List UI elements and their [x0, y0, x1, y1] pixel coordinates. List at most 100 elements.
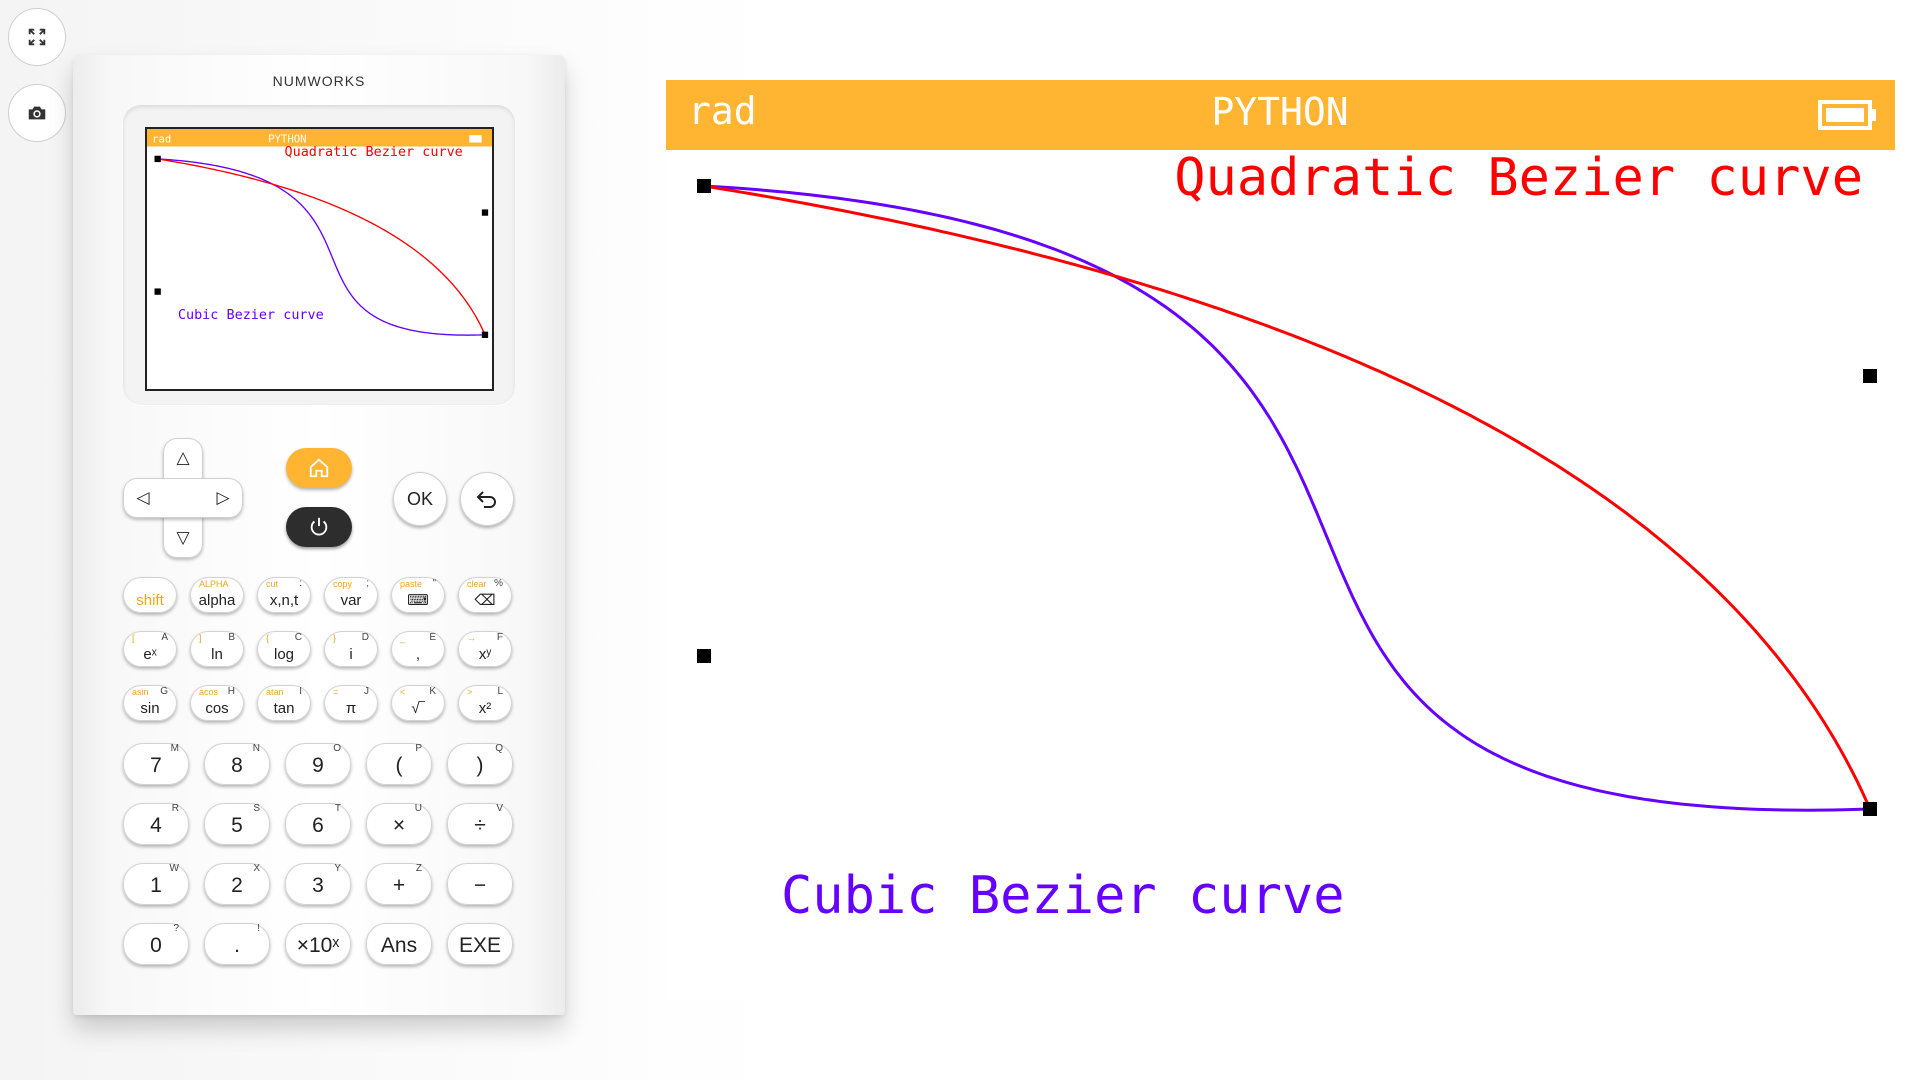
key-num-18[interactable]: Ans [366, 923, 432, 965]
key-fn-5[interactable]: clear% ⌫ [458, 577, 512, 613]
key-label: − [473, 874, 487, 897]
key-alpha-label: ? [173, 923, 179, 934]
key-second-label: asin [132, 687, 149, 697]
key-alpha-label: W [169, 863, 179, 874]
key-shift[interactable]: shift [123, 577, 177, 613]
key-label: ⌨ [407, 592, 429, 609]
arrow-right-button[interactable]: ▷ [216, 488, 230, 508]
key-second-label: paste [400, 579, 423, 589]
key-second-label: ] [199, 633, 202, 643]
fullscreen-button[interactable] [8, 8, 66, 66]
key-alpha-label: Z [415, 863, 422, 874]
calculator-body: NUMWORKS rad PYTHON Quadratic Bezier cur… [73, 55, 565, 1015]
key-num-4[interactable]: Q) [447, 743, 513, 785]
key-num-17[interactable]: ×10ˣ [285, 923, 351, 965]
control-point [697, 649, 711, 663]
power-button[interactable] [286, 507, 352, 547]
control-point [1863, 802, 1877, 816]
back-button[interactable] [460, 472, 514, 526]
key-alpha-label: I [299, 686, 302, 697]
key-alpha-label: D [361, 632, 369, 643]
key-alpha-label: C [294, 632, 302, 643]
key-num-9[interactable]: V ÷ [447, 803, 513, 845]
key-num-14[interactable]: − [447, 863, 513, 905]
key-num-19[interactable]: EXE [447, 923, 513, 965]
mini-status-left: rad [152, 133, 171, 146]
key-fn-3[interactable]: copy; var [324, 577, 378, 613]
key-label: xʸ [478, 646, 492, 663]
key-label: 9 [312, 754, 324, 777]
ok-button[interactable]: OK [393, 472, 447, 526]
key-alpha-label: O [333, 743, 341, 754]
arrow-down-button[interactable]: ▽ [176, 528, 190, 548]
mini-battery-icon [469, 135, 482, 143]
key-alpha-label: K [429, 686, 436, 697]
control-point [481, 209, 489, 216]
key-second-label: acos [199, 687, 219, 697]
camera-icon [28, 106, 46, 120]
key-fn-16[interactable]: < K √‾ [391, 685, 445, 721]
back-arrow-icon [476, 491, 496, 508]
key-second-label: atan [266, 687, 284, 697]
key-num-13[interactable]: Z + [366, 863, 432, 905]
key-num-8[interactable]: U × [366, 803, 432, 845]
key-second-label: = [333, 687, 339, 697]
key-num-16[interactable]: !. [204, 923, 270, 965]
key-fn-2[interactable]: cut: x,n,t [257, 577, 311, 613]
dpad: △ ▽ ◁ ▷ [123, 438, 243, 558]
key-second-label: < [400, 687, 406, 697]
screenshot-button[interactable] [8, 84, 66, 142]
key-label: ( [395, 754, 403, 777]
key-alpha-label: J [364, 686, 369, 697]
quadratic-curve-label: Quadratic Bezier curve [1174, 148, 1863, 208]
cubic-curve [703, 184, 1871, 812]
mini-status-title: PYTHON [268, 133, 307, 146]
key-label: shift [136, 592, 164, 609]
key-alpha-label: T [334, 803, 341, 814]
key-alpha-label: " [432, 578, 436, 589]
key-label: i [349, 646, 353, 663]
key-alpha-label: G [160, 686, 168, 697]
control-point [481, 331, 489, 338]
key-alpha-label: U [414, 803, 422, 814]
key-label: ÷ [474, 814, 486, 837]
key-label: x² [478, 700, 492, 717]
key-fn-1[interactable]: ALPHA alpha [190, 577, 244, 613]
key-fn-4[interactable]: paste " ⌨ [391, 577, 445, 613]
expand-icon [28, 28, 46, 46]
key-alpha-label: N [252, 743, 260, 754]
key-fn-10[interactable]: _ E, [391, 631, 445, 667]
key-label: 0 [150, 934, 162, 957]
home-button[interactable] [286, 448, 352, 488]
key-num-3[interactable]: P( [366, 743, 432, 785]
arrow-up-button[interactable]: △ [176, 448, 190, 468]
key-label: 3 [312, 874, 324, 897]
key-num-15[interactable]: ? 0 [123, 923, 189, 965]
arrow-left-button[interactable]: ◁ [136, 488, 150, 508]
key-label: var [340, 592, 362, 609]
key-alpha-label: ; [366, 578, 369, 589]
key-second-label: { [266, 633, 270, 643]
key-label: alpha [198, 592, 236, 609]
key-label: + [392, 874, 406, 897]
key-label: sin [140, 700, 160, 717]
